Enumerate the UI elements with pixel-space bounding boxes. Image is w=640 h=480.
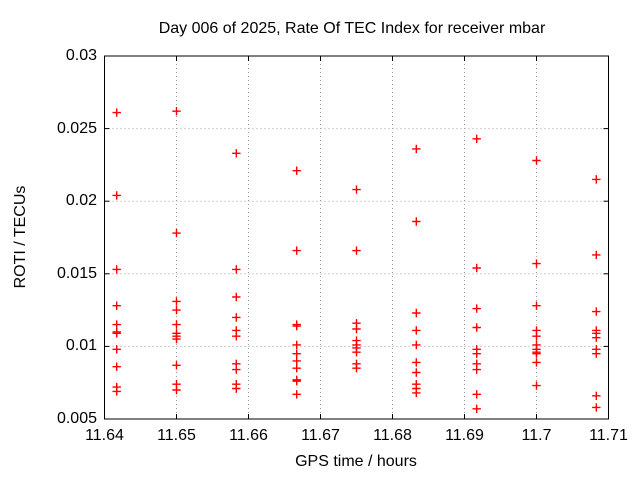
data-point-marker (352, 246, 361, 255)
y-tick-label: 0.03 (65, 47, 97, 64)
data-point-marker (112, 345, 121, 354)
data-point-marker (472, 323, 481, 332)
data-point-marker (472, 134, 481, 143)
data-point-marker (232, 384, 241, 393)
y-tick-label: 0.015 (56, 264, 97, 282)
data-point-marker (472, 304, 481, 313)
data-point-marker (412, 388, 421, 398)
data-point-marker (292, 364, 301, 373)
data-point-marker (112, 108, 121, 117)
data-point-marker (592, 250, 601, 260)
data-point-marker (292, 340, 301, 350)
x-tick-label: 11.67 (301, 427, 340, 444)
data-point-marker (532, 349, 541, 358)
data-point-marker (472, 390, 481, 399)
data-point-marker (112, 387, 121, 396)
data-point-marker (172, 305, 181, 315)
x-tick-label: 11.71 (589, 427, 628, 444)
data-point-marker (532, 259, 541, 268)
data-point-marker (352, 185, 361, 194)
data-point-marker (592, 403, 601, 412)
x-tick-label: 11.65 (157, 427, 196, 444)
data-point-marker (352, 364, 361, 373)
x-tick-label: 11.7 (521, 427, 552, 444)
data-point-marker (472, 365, 481, 374)
data-point-marker (292, 246, 301, 255)
x-tick-label: 11.64 (85, 427, 124, 444)
data-point-marker (532, 358, 541, 367)
x-tick-label: 11.68 (373, 427, 412, 444)
data-point-marker (172, 334, 181, 344)
data-point-marker (532, 332, 541, 341)
data-point-marker (592, 307, 601, 316)
data-point-marker (352, 324, 361, 334)
data-point-marker (412, 358, 421, 367)
data-point-marker (172, 228, 181, 238)
data-point-marker (232, 332, 241, 341)
data-point-marker (592, 333, 601, 342)
data-point-marker (292, 356, 301, 366)
data-point-marker (412, 144, 421, 154)
x-axis-label: GPS time / hours (295, 453, 417, 470)
data-point-marker (112, 191, 121, 200)
data-point-marker (592, 391, 601, 400)
data-point-marker (292, 377, 301, 386)
data-point-marker (172, 385, 181, 395)
chart-title: Day 006 of 2025, Rate Of TEC Index for r… (158, 20, 546, 37)
data-point-marker (112, 362, 121, 371)
data-point-marker (172, 320, 181, 329)
y-tick-label: 0.01 (65, 337, 97, 355)
data-point-marker (232, 313, 241, 322)
data-point-marker (112, 265, 121, 274)
data-point-marker (292, 390, 301, 399)
data-point-marker (412, 217, 421, 226)
data-point-marker (292, 321, 301, 331)
data-point-marker (232, 149, 241, 158)
data-point-marker (592, 175, 601, 184)
y-tick-label: 0.02 (65, 192, 97, 210)
y-tick-label: 0.005 (56, 410, 97, 427)
data-point-marker (532, 301, 541, 310)
data-point-marker (292, 166, 301, 175)
data-point-marker (172, 107, 181, 116)
data-point-marker (112, 301, 121, 310)
y-tick-label: 0.025 (56, 119, 97, 137)
x-tick-label: 11.66 (229, 427, 268, 444)
data-point-marker (112, 320, 121, 329)
data-point-marker (472, 349, 481, 358)
data-point-marker (232, 265, 241, 274)
data-point-marker (532, 381, 541, 390)
data-point-marker (232, 365, 241, 374)
data-point-marker (412, 368, 421, 377)
data-point-marker (232, 292, 241, 302)
data-point-marker (592, 349, 601, 358)
data-point-marker (412, 326, 421, 335)
data-point-marker (292, 349, 301, 358)
data-point-marker (412, 308, 421, 318)
data-point-marker (532, 156, 541, 165)
data-point-marker (172, 297, 181, 306)
data-point-marker (472, 404, 481, 413)
data-point-marker (352, 348, 361, 357)
x-tick-label: 11.69 (445, 427, 484, 444)
data-point-marker (172, 361, 181, 370)
data-point-marker (112, 329, 121, 338)
data-point-marker (472, 263, 481, 273)
plot-border (104, 55, 609, 420)
data-point-marker (412, 340, 421, 350)
